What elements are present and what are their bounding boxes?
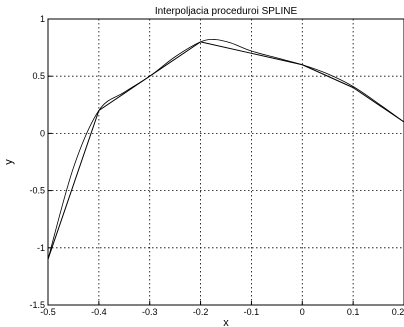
y-tick-label: 1 xyxy=(40,14,45,24)
x-tick-label: 0.1 xyxy=(347,307,360,317)
series-line-linear xyxy=(47,41,404,260)
x-tick-label: 0.2 xyxy=(392,307,404,317)
y-tick-label: -1.5 xyxy=(29,300,45,310)
y-tick-label: 0.5 xyxy=(32,71,45,81)
chart-title: Interpoljacia proceduroi SPLINE xyxy=(155,6,298,17)
y-axis-label: y xyxy=(3,159,15,165)
plot-frame xyxy=(47,18,404,306)
data-series xyxy=(47,39,404,260)
x-tick-label: -0.1 xyxy=(244,307,260,317)
y-tick-labels: -1.5 -1 -0.5 0 0.5 1 xyxy=(29,14,45,310)
x-tick-labels: -0.5 -0.4 -0.3 -0.2 -0.1 0 0.1 0.2 xyxy=(40,307,404,317)
x-axis-label: x xyxy=(223,317,229,327)
series-line-spline xyxy=(47,39,404,260)
x-tick-label: -0.4 xyxy=(91,307,107,317)
y-tick-label: -0.5 xyxy=(29,186,45,196)
x-tick-label: -0.2 xyxy=(193,307,209,317)
y-tick-label: -1 xyxy=(37,243,45,253)
x-tick-label: 0 xyxy=(300,307,305,317)
plot-area xyxy=(48,19,404,305)
x-tick-label: -0.3 xyxy=(142,307,158,317)
x-tick-label: -0.5 xyxy=(40,307,56,317)
y-tick-label: 0 xyxy=(40,128,45,138)
